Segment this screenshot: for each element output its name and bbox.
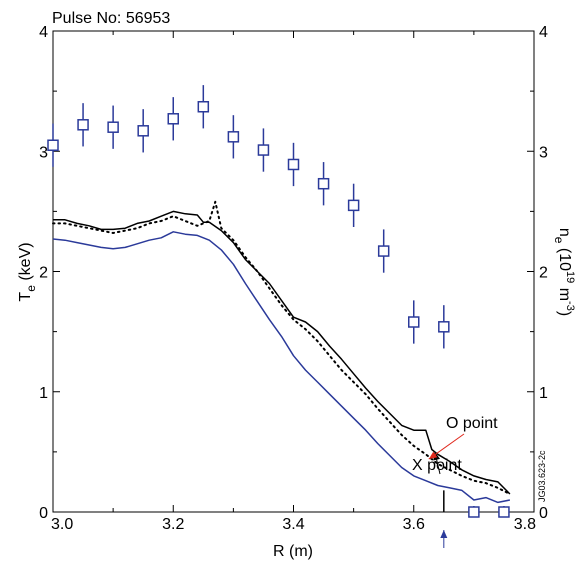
density-point — [77, 119, 89, 131]
density-point — [47, 139, 59, 151]
density-point — [317, 177, 330, 190]
te-series-2 — [52, 200, 511, 495]
density-point — [498, 506, 510, 518]
density-point — [347, 199, 360, 212]
y-tick-label-right: 1 — [539, 385, 548, 402]
y-tick-label: 2 — [39, 265, 48, 282]
density-point — [137, 125, 149, 137]
density-point — [287, 158, 300, 171]
y-tick-label-right: 2 — [539, 265, 548, 282]
x-axis-label: R (m) — [273, 543, 313, 560]
y-tick-label-right: 4 — [539, 24, 548, 41]
te-series-1 — [53, 210, 511, 495]
x-tick-label: 3.8 — [514, 516, 536, 533]
y-tick-label: 1 — [39, 385, 48, 402]
pulse-label: Pulse No: 56953 — [52, 10, 170, 27]
y-axis-label-right: ne (1019 m-3) — [552, 228, 576, 316]
plot-frame — [52, 30, 535, 513]
density-point — [438, 321, 450, 333]
y-tick-label: 4 — [39, 24, 48, 41]
x-tick-label: 3.2 — [162, 516, 184, 533]
o-point-arrow-head — [428, 451, 438, 460]
te-series-3 — [52, 231, 511, 504]
y-tick-label-right: 3 — [539, 144, 548, 161]
density-point — [408, 316, 420, 328]
y-axis-label-left: Te (keV) — [17, 242, 38, 301]
y-tick-label-right: 0 — [539, 505, 548, 522]
density-point — [257, 144, 270, 156]
density-point — [377, 245, 390, 257]
density-layer — [47, 85, 510, 518]
x-tick-label: 3.4 — [282, 516, 304, 533]
x-tick-label: 3.6 — [403, 516, 425, 533]
o-point-label: O point — [446, 415, 498, 432]
y-tick-label: 0 — [39, 505, 48, 522]
density-point — [227, 131, 240, 143]
image-code: JG03.623-2c — [537, 450, 547, 502]
x-tick-label: 3.0 — [51, 516, 73, 533]
ticks — [52, 30, 535, 513]
x-point-label: X point — [412, 457, 462, 474]
density-point — [107, 121, 119, 133]
y-tick-label: 3 — [39, 144, 48, 161]
bottom-arrow-head — [440, 530, 448, 538]
density-point — [197, 101, 210, 113]
density-point — [468, 506, 480, 518]
density-point — [167, 113, 179, 125]
series-layer — [52, 200, 511, 504]
annotation-layer: X point O point — [412, 415, 498, 548]
